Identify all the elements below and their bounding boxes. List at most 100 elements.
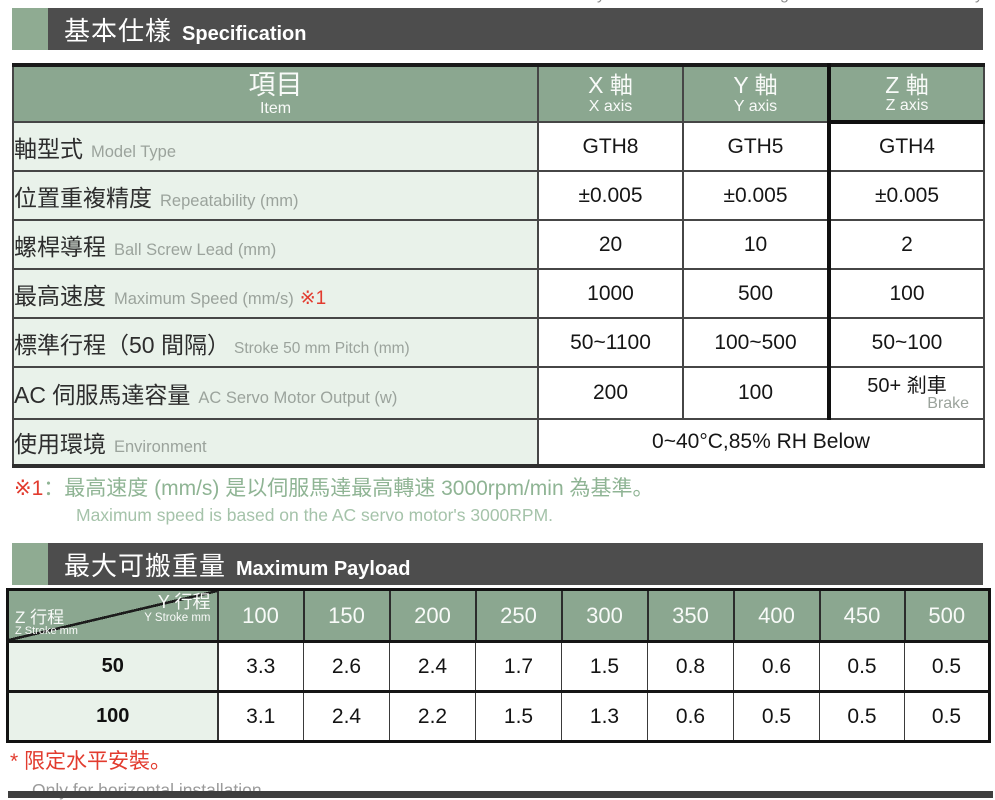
payload-cell: 0.6	[733, 640, 820, 692]
x-axis-en: X axis	[588, 97, 633, 115]
speed-footnote-zh: ※1：最高速度 (mm/s) 是以伺服馬達最高轉速 3000rpm/min 為基…	[14, 472, 653, 502]
payload-table: Y 行程 Y Stroke mm Z 行程 Z Stroke mm 100 15…	[6, 588, 991, 743]
label-en: Ball Screw Lead (mm)	[114, 240, 277, 259]
note-reference-mark: ※1	[14, 477, 44, 500]
spec-row-max-speed: 最高速度 Maximum Speed (mm/s) ※1 1000 500 100	[12, 268, 985, 319]
section-header-maximum-payload: 最大可搬重量 Maximum Payload	[12, 543, 983, 585]
spec-label-stroke: 標準行程（50 間隔） Stroke 50 mm Pitch (mm)	[12, 317, 539, 368]
payload-cell: 3.3	[217, 640, 304, 692]
spec-label-environment: 使用環境 Environment	[12, 418, 539, 467]
payload-corner-cell: Y 行程 Y Stroke mm Z 行程 Z Stroke mm	[6, 588, 219, 643]
y-stroke-en: Y Stroke mm	[144, 611, 211, 624]
spec-row-model-type: 軸型式 Model Type GTH8 GTH5 GTH4	[12, 121, 985, 172]
motor-z-value: 50+ 剎車	[867, 374, 947, 397]
spec-row-environment: 使用環境 Environment 0~40°C,85% RH Below	[12, 418, 985, 467]
payload-cell: 2.4	[389, 640, 476, 692]
y-stroke-350: 350	[646, 588, 735, 643]
spec-row-servo-motor: AC 伺服馬達容量 AC Servo Motor Output (w) 200 1…	[12, 366, 985, 420]
motor-z-brake-label: Brake	[927, 394, 969, 412]
model-type-x: GTH8	[537, 121, 684, 172]
y-axis-en: Y axis	[733, 97, 778, 115]
cropped-glyph: g	[780, 0, 789, 4]
y-stroke-150: 150	[302, 588, 391, 643]
section-title-zh: 最大可搬重量	[64, 550, 227, 581]
payload-row-z50: 50 3.3 2.6 2.4 1.7 1.5 0.8 0.6 0.5 0.5	[6, 640, 990, 693]
lead-x: 20	[537, 219, 684, 270]
spec-header-x-axis: X 軸 X axis	[537, 64, 684, 123]
section-accent-square	[12, 8, 48, 50]
label-zh: 標準行程（50 間隔）	[14, 331, 230, 358]
stroke-y: 100~500	[682, 317, 830, 368]
spec-label-repeatability: 位置重複精度 Repeatability (mm)	[12, 170, 539, 221]
section-title-en: Specification	[182, 22, 307, 45]
page-bottom-rule	[8, 791, 993, 798]
section-header-specification: 基本仕樣 Specification	[12, 8, 983, 50]
note-colon: ：	[43, 477, 65, 500]
payload-cell: 1.3	[561, 690, 648, 742]
cropped-text-fragments: y g y	[0, 0, 995, 6]
label-en: Maximum Speed (mm/s)	[114, 289, 294, 308]
lead-z: 2	[827, 219, 985, 270]
y-stroke-500: 500	[903, 588, 991, 643]
spec-label-ball-screw-lead: 螺桿導程 Ball Screw Lead (mm)	[12, 219, 539, 270]
section-title: 最大可搬重量 Maximum Payload	[64, 546, 411, 583]
z-stroke-header: Z 行程 Z Stroke mm	[15, 608, 78, 638]
payload-row-z100: 100 3.1 2.4 2.2 1.5 1.3 0.6 0.5 0.5 0.5	[6, 690, 990, 743]
repeatability-z: ±0.005	[827, 170, 985, 221]
label-zh: 螺桿導程	[14, 233, 106, 260]
z-stroke-50-label: 50	[6, 640, 219, 693]
z-axis-zh: Z 軸	[885, 71, 929, 98]
payload-cell: 0.6	[647, 690, 734, 742]
speed-z: 100	[827, 268, 985, 319]
diagonal-divider	[9, 591, 216, 639]
payload-cell: 0.8	[647, 640, 734, 692]
cropped-glyph: y	[597, 0, 605, 4]
y-stroke-250: 250	[474, 588, 563, 643]
speed-footnote-en: Maximum speed is based on the AC servo m…	[76, 505, 554, 525]
spec-row-stroke: 標準行程（50 間隔） Stroke 50 mm Pitch (mm) 50~11…	[12, 317, 985, 368]
spec-header-z-axis: Z 軸 Z axis	[827, 64, 985, 124]
y-stroke-450: 450	[818, 588, 906, 643]
y-stroke-100: 100	[216, 588, 305, 643]
note-reference-mark: ※1	[299, 287, 327, 309]
payload-cell: 0.5	[904, 690, 990, 742]
label-zh: 位置重複精度	[14, 184, 152, 211]
stroke-x: 50~1100	[537, 317, 684, 368]
payload-cell: 2.4	[303, 690, 390, 742]
label-en: Model Type	[91, 142, 176, 161]
label-zh: 使用環境	[14, 431, 106, 457]
installation-footnote-zh: * 限定水平安裝。	[10, 750, 172, 773]
motor-x: 200	[537, 366, 684, 420]
z-axis-en: Z axis	[885, 97, 929, 115]
speed-y: 500	[682, 268, 830, 319]
label-zh: 最高速度	[14, 282, 106, 309]
spec-row-ball-screw-lead: 螺桿導程 Ball Screw Lead (mm) 20 10 2	[12, 219, 985, 270]
y-stroke-300: 300	[560, 588, 649, 643]
label-en: Environment	[114, 438, 207, 456]
label-en: Stroke 50 mm Pitch (mm)	[233, 339, 410, 357]
spec-header-item: 項目 Item	[12, 64, 539, 123]
label-zh: AC 伺服馬達容量	[14, 382, 191, 408]
payload-cell: 0.5	[733, 690, 820, 742]
payload-header-row: Y 行程 Y Stroke mm Z 行程 Z Stroke mm 100 15…	[6, 588, 991, 643]
section-title-zh: 基本仕樣	[64, 15, 173, 46]
spec-label-max-speed: 最高速度 Maximum Speed (mm/s) ※1	[12, 268, 539, 319]
payload-cell: 0.5	[904, 640, 990, 692]
speed-footnote: ※1：最高速度 (mm/s) 是以伺服馬達最高轉速 3000rpm/min 為基…	[14, 472, 653, 526]
section-title-en: Maximum Payload	[236, 557, 411, 580]
spec-row-repeatability: 位置重複精度 Repeatability (mm) ±0.005 ±0.005 ±…	[12, 170, 985, 221]
spec-header-item-zh: 項目	[248, 70, 303, 101]
spec-header-row: 項目 Item X 軸 X axis Y 軸 Y axis Z 軸 Z axis	[12, 64, 985, 124]
label-en: AC Servo Motor Output (w)	[198, 389, 398, 407]
payload-cell: 0.5	[819, 690, 905, 742]
label-en: Repeatability (mm)	[160, 191, 299, 210]
payload-cell: 0.5	[819, 640, 905, 692]
environment-value: 0~40°C,85% RH Below	[537, 418, 985, 467]
repeatability-x: ±0.005	[537, 170, 684, 221]
y-axis-zh: Y 軸	[733, 72, 778, 99]
payload-cell: 1.7	[475, 640, 562, 692]
model-type-y: GTH5	[682, 121, 830, 172]
speed-x: 1000	[537, 268, 684, 319]
spec-label-servo-motor: AC 伺服馬達容量 AC Servo Motor Output (w)	[12, 366, 539, 420]
